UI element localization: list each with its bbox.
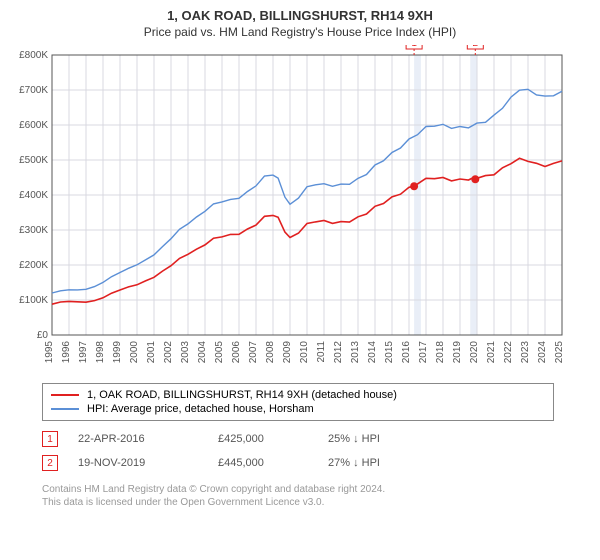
- legend-row: 1, OAK ROAD, BILLINGSHURST, RH14 9XH (de…: [51, 388, 545, 402]
- svg-text:2017: 2017: [418, 341, 429, 364]
- transaction-marker: 1: [42, 431, 58, 447]
- legend-label: HPI: Average price, detached house, Hors…: [87, 403, 314, 415]
- svg-text:2009: 2009: [282, 341, 293, 364]
- svg-text:2013: 2013: [350, 341, 361, 364]
- svg-text:2: 2: [473, 45, 479, 49]
- svg-text:2025: 2025: [554, 341, 565, 364]
- transaction-price: £425,000: [218, 433, 328, 445]
- svg-text:£100K: £100K: [19, 295, 48, 306]
- transactions-table: 1 22-APR-2016£425,00025% ↓ HPI 2 19-NOV-201…: [42, 427, 600, 475]
- footer-line-2: This data is licensed under the Open Gov…: [42, 496, 600, 509]
- svg-text:1: 1: [411, 45, 417, 49]
- legend-swatch: [51, 394, 79, 396]
- svg-text:£800K: £800K: [19, 50, 48, 61]
- svg-text:2015: 2015: [384, 341, 395, 364]
- svg-text:2005: 2005: [214, 341, 225, 364]
- svg-text:2001: 2001: [146, 341, 157, 364]
- svg-text:2024: 2024: [537, 341, 548, 364]
- transaction-delta: 25% ↓ HPI: [328, 433, 438, 445]
- svg-text:1996: 1996: [61, 341, 72, 364]
- svg-text:1999: 1999: [112, 341, 123, 364]
- chart-svg: £0 £100K £200K £300K £400K £500K £600K £700K £80…: [10, 45, 590, 375]
- transaction-delta: 27% ↓ HPI: [328, 457, 438, 469]
- svg-text:2008: 2008: [265, 341, 276, 364]
- transaction-row: 1 22-APR-2016£425,00025% ↓ HPI: [42, 427, 600, 451]
- svg-text:£400K: £400K: [19, 190, 48, 201]
- svg-text:£600K: £600K: [19, 120, 48, 131]
- svg-text:2000: 2000: [129, 341, 140, 364]
- svg-text:2022: 2022: [503, 341, 514, 364]
- svg-text:2016: 2016: [401, 341, 412, 364]
- chart-subtitle: Price paid vs. HM Land Registry's House …: [0, 23, 600, 45]
- svg-text:2004: 2004: [197, 341, 208, 364]
- svg-text:2018: 2018: [435, 341, 446, 364]
- svg-text:2021: 2021: [486, 341, 497, 364]
- svg-text:2012: 2012: [333, 341, 344, 364]
- svg-text:2020: 2020: [469, 341, 480, 364]
- container: 1, OAK ROAD, BILLINGSHURST, RH14 9XH Pri…: [0, 0, 600, 509]
- svg-text:2010: 2010: [299, 341, 310, 364]
- svg-text:2019: 2019: [452, 341, 463, 364]
- svg-text:2006: 2006: [231, 341, 242, 364]
- svg-text:£200K: £200K: [19, 260, 48, 271]
- svg-text:2007: 2007: [248, 341, 259, 364]
- transaction-marker: 2: [42, 455, 58, 471]
- svg-text:£300K: £300K: [19, 225, 48, 236]
- footer-line-1: Contains HM Land Registry data © Crown c…: [42, 483, 600, 496]
- legend-row: HPI: Average price, detached house, Hors…: [51, 402, 545, 416]
- svg-text:£500K: £500K: [19, 155, 48, 166]
- legend-label: 1, OAK ROAD, BILLINGSHURST, RH14 9XH (de…: [87, 389, 397, 401]
- transaction-price: £445,000: [218, 457, 328, 469]
- svg-text:£0: £0: [37, 330, 49, 341]
- chart-area: £0 £100K £200K £300K £400K £500K £600K £700K £80…: [10, 45, 590, 375]
- svg-text:2003: 2003: [180, 341, 191, 364]
- svg-text:1998: 1998: [95, 341, 106, 364]
- svg-text:1997: 1997: [78, 341, 89, 364]
- chart-title: 1, OAK ROAD, BILLINGSHURST, RH14 9XH: [0, 0, 600, 23]
- transaction-date: 22-APR-2016: [78, 433, 218, 445]
- svg-text:2014: 2014: [367, 341, 378, 364]
- svg-text:2011: 2011: [316, 341, 327, 363]
- transaction-row: 2 19-NOV-2019£445,00027% ↓ HPI: [42, 451, 600, 475]
- legend-swatch: [51, 408, 79, 410]
- legend-box: 1, OAK ROAD, BILLINGSHURST, RH14 9XH (de…: [42, 383, 554, 421]
- transaction-date: 19-NOV-2019: [78, 457, 218, 469]
- svg-text:2002: 2002: [163, 341, 174, 364]
- svg-text:1995: 1995: [44, 341, 55, 364]
- footer-attribution: Contains HM Land Registry data © Crown c…: [42, 483, 600, 509]
- svg-text:2023: 2023: [520, 341, 531, 364]
- svg-text:£700K: £700K: [19, 85, 48, 96]
